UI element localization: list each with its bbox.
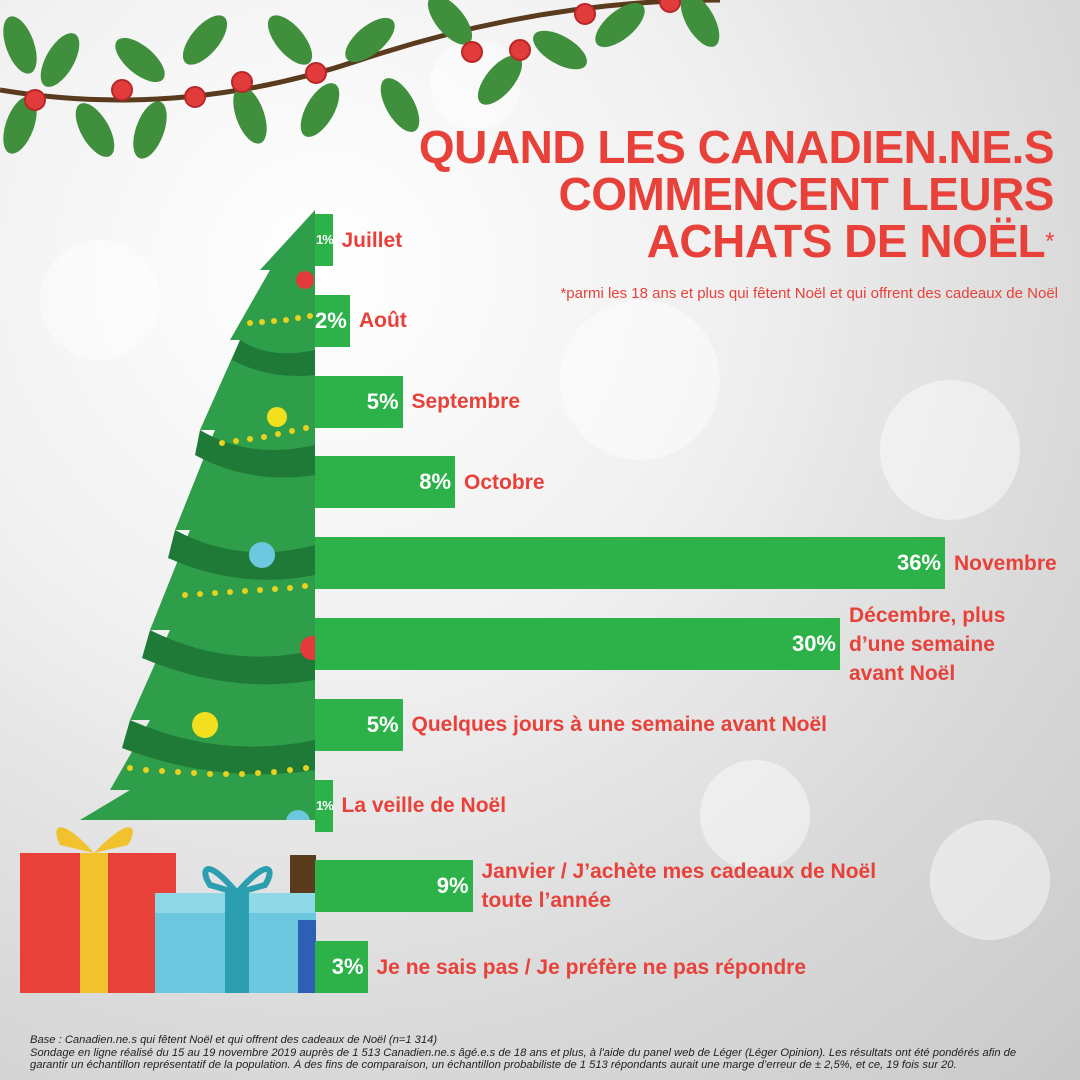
bar (315, 214, 333, 266)
footer-method: garantir un échantillon représentatif de… (30, 1059, 957, 1071)
category-label-line: Je ne sais pas / Je préfère ne pas répon… (376, 955, 807, 979)
title-line: QUAND LES CANADIEN.NE.S (418, 121, 1055, 173)
footer-method: Sondage en ligne réalisé du 15 au 19 nov… (30, 1046, 1017, 1059)
bar-value-label: 3% (331, 954, 364, 980)
category-label-line: Août (359, 309, 407, 333)
category-label: Décembre, plus d’une semaine avant Noël (849, 601, 1005, 688)
category-label: Août (359, 306, 407, 335)
bar-value-label: 5% (366, 388, 399, 414)
bar (315, 779, 333, 832)
title-line-text: ACHATS DE NOËL (646, 215, 1046, 267)
title-line: COMMENCENT LEURS (558, 168, 1055, 220)
bar-value-label: 5% (366, 711, 399, 737)
bar-value-label: 1% (316, 232, 334, 247)
category-label-line: Novembre (954, 551, 1057, 575)
bokeh-light (930, 820, 1050, 940)
bar (315, 456, 455, 509)
category-label-line: Quelques jours à une semaine avant Noël (411, 713, 827, 737)
category-label: La veille de Noël (342, 791, 507, 820)
bokeh-light (560, 300, 720, 460)
category-label: Janvier / J’achète mes cadeaux de Noël to… (482, 857, 877, 915)
category-label: Novembre (954, 549, 1057, 578)
category-label-line: toute l’année (481, 889, 612, 913)
category-label-line: Septembre (411, 390, 521, 414)
category-label: Septembre (412, 387, 521, 416)
category-label-line: Janvier / J’achète mes cadeaux de Noël (481, 860, 877, 884)
holly-garland-decoration (0, 0, 720, 159)
christmas-tree-illustration (80, 210, 316, 820)
bar-value-label: 36% (896, 550, 941, 576)
bar-value-label: 2% (315, 307, 347, 333)
gift-boxes-illustration (20, 827, 316, 993)
bar-value-label: 1% (316, 797, 334, 813)
bokeh-light (700, 760, 810, 870)
bar (315, 941, 368, 994)
category-label-line: Octobre (464, 470, 545, 494)
bokeh-light (880, 380, 1020, 520)
bar-value-label: 8% (419, 469, 451, 495)
category-label-line: d’une semaine (849, 632, 995, 656)
chart-subtitle: *parmi les 18 ans et plus qui fêtent Noë… (560, 285, 1058, 302)
category-label: Quelques jours à une semaine avant Noël (412, 710, 827, 739)
title-line: ACHATS DE NOËL* (414, 215, 1055, 267)
category-label: Je ne sais pas / Je préfère ne pas répon… (377, 953, 807, 982)
bar-value-label: 30% (791, 631, 836, 656)
bar (315, 294, 350, 347)
bar (315, 537, 945, 590)
bar (315, 860, 473, 913)
footer-base: Base : Canadien.ne.s qui fêtent Noël et … (30, 1034, 438, 1046)
category-label-line: avant Noël (849, 661, 956, 685)
bar (315, 618, 840, 670)
footer-notes: Base : Canadien.ne.s qui fêtent Noël et … (30, 1034, 1060, 1072)
category-label-line: Juillet (341, 228, 403, 252)
title-footnote-mark: * (1045, 228, 1054, 255)
category-label: Juillet (342, 226, 403, 255)
bar (315, 375, 403, 428)
category-label: Octobre (464, 468, 545, 497)
category-label-line: La veille de Noël (341, 794, 507, 818)
category-label-line: Décembre, plus (849, 603, 1006, 627)
bar (315, 698, 403, 751)
bar-value-label: 9% (436, 873, 469, 899)
chart-title: QUAND LES CANADIEN.NE.S COMMENCENT LEURS… (414, 121, 1055, 267)
bokeh-light (40, 240, 160, 360)
